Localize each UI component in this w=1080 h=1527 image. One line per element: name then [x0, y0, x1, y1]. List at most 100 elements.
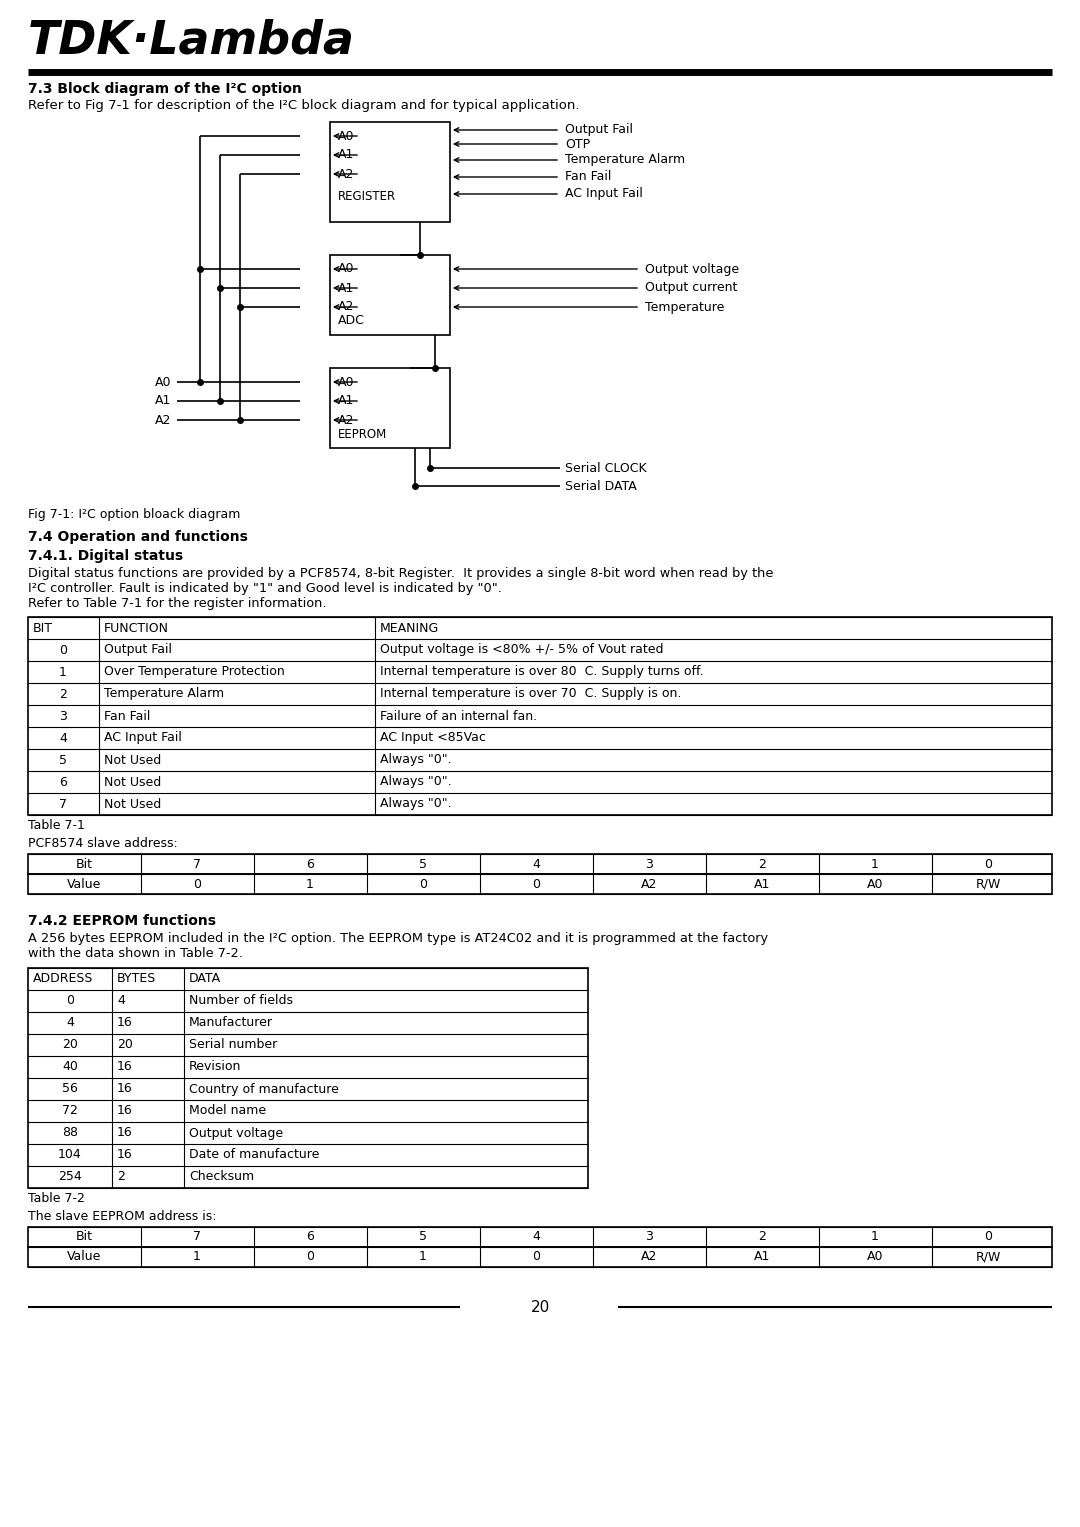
Text: 56: 56: [62, 1083, 78, 1095]
Text: REGISTER: REGISTER: [338, 189, 396, 203]
Text: 4: 4: [66, 1017, 73, 1029]
Text: Serial number: Serial number: [189, 1038, 278, 1052]
Text: 1: 1: [872, 858, 879, 870]
Text: A0: A0: [338, 376, 354, 388]
Text: A 256 bytes EEPROM included in the I²C option. The EEPROM type is AT24C02 and it: A 256 bytes EEPROM included in the I²C o…: [28, 931, 768, 945]
Text: 0: 0: [419, 878, 427, 890]
Text: A2: A2: [338, 414, 354, 426]
Bar: [28, 617, 1052, 815]
Text: with the data shown in Table 7-2.: with the data shown in Table 7-2.: [28, 947, 243, 960]
Text: 254: 254: [58, 1171, 82, 1183]
Text: Value: Value: [67, 1251, 102, 1263]
Text: 16: 16: [117, 1148, 133, 1162]
Text: 7.4.2 EEPROM functions: 7.4.2 EEPROM functions: [28, 915, 216, 928]
Text: 4: 4: [532, 1231, 540, 1243]
Text: Fig 7-1: I²C option bloack diagram: Fig 7-1: I²C option bloack diagram: [28, 508, 241, 521]
Text: PCF8574 slave address:: PCF8574 slave address:: [28, 837, 178, 851]
Text: Temperature Alarm: Temperature Alarm: [565, 154, 685, 166]
Text: 4: 4: [59, 731, 67, 745]
Text: 16: 16: [117, 1127, 133, 1139]
Text: 40: 40: [62, 1060, 78, 1073]
Text: 16: 16: [117, 1017, 133, 1029]
Text: Value: Value: [67, 878, 102, 890]
Text: Output voltage: Output voltage: [189, 1127, 283, 1139]
Text: 4: 4: [117, 994, 125, 1008]
Text: Always "0".: Always "0".: [380, 776, 451, 788]
Text: A2: A2: [640, 878, 658, 890]
Text: Always "0".: Always "0".: [380, 753, 451, 767]
Text: The slave EEPROM address is:: The slave EEPROM address is:: [28, 1209, 216, 1223]
Text: 20: 20: [530, 1299, 550, 1315]
Text: AC Input Fail: AC Input Fail: [104, 731, 181, 745]
Text: 104: 104: [58, 1148, 82, 1162]
Text: I²C controller. Fault is indicated by "1" and Good level is indicated by "0".: I²C controller. Fault is indicated by "1…: [28, 582, 502, 596]
Text: Bit: Bit: [76, 1231, 93, 1243]
Text: 7.4.1. Digital status: 7.4.1. Digital status: [28, 550, 184, 563]
Text: Refer to Table 7-1 for the register information.: Refer to Table 7-1 for the register info…: [28, 597, 326, 609]
Text: 5: 5: [419, 1231, 427, 1243]
Text: 0: 0: [532, 1251, 540, 1263]
Text: 6: 6: [306, 1231, 314, 1243]
Text: Digital status functions are provided by a PCF8574, 8-bit Register.  It provides: Digital status functions are provided by…: [28, 567, 773, 580]
Text: A2: A2: [338, 168, 354, 180]
Text: Always "0".: Always "0".: [380, 797, 451, 811]
Text: MEANING: MEANING: [380, 621, 440, 635]
Text: Output Fail: Output Fail: [565, 124, 633, 136]
Text: A1: A1: [156, 394, 172, 408]
Text: Internal temperature is over 80  C. Supply turns off.: Internal temperature is over 80 C. Suppl…: [380, 666, 704, 678]
Text: Table 7-2: Table 7-2: [28, 1193, 85, 1205]
Text: 20: 20: [117, 1038, 133, 1052]
Text: Failure of an internal fan.: Failure of an internal fan.: [380, 710, 537, 722]
Text: 2: 2: [758, 1231, 766, 1243]
Text: 88: 88: [62, 1127, 78, 1139]
Text: Serial DATA: Serial DATA: [565, 479, 637, 493]
Text: 0: 0: [193, 878, 201, 890]
Text: Refer to Fig 7-1 for description of the I²C block diagram and for typical applic: Refer to Fig 7-1 for description of the …: [28, 99, 580, 111]
Text: A0: A0: [338, 130, 354, 142]
Text: AC Input Fail: AC Input Fail: [565, 188, 643, 200]
Text: R/W: R/W: [975, 1251, 1001, 1263]
Text: A0: A0: [867, 1251, 883, 1263]
Text: 7: 7: [193, 1231, 201, 1243]
Text: 3: 3: [645, 1231, 653, 1243]
Bar: [28, 1248, 1052, 1267]
Text: 20: 20: [62, 1038, 78, 1052]
Text: A2: A2: [640, 1251, 658, 1263]
Bar: [330, 368, 450, 447]
Text: 0: 0: [306, 1251, 314, 1263]
Text: AC Input <85Vac: AC Input <85Vac: [380, 731, 486, 745]
Text: Output voltage is <80% +/- 5% of Vout rated: Output voltage is <80% +/- 5% of Vout ra…: [380, 643, 663, 657]
Text: 1: 1: [419, 1251, 427, 1263]
Text: 7.4 Operation and functions: 7.4 Operation and functions: [28, 530, 248, 544]
Text: A0: A0: [867, 878, 883, 890]
Text: 7.3 Block diagram of the I²C option: 7.3 Block diagram of the I²C option: [28, 82, 302, 96]
Text: Model name: Model name: [189, 1104, 266, 1118]
Text: 1: 1: [306, 878, 314, 890]
Text: 16: 16: [117, 1083, 133, 1095]
Text: 3: 3: [645, 858, 653, 870]
Text: 7: 7: [59, 797, 67, 811]
Text: 6: 6: [59, 776, 67, 788]
Text: DATA: DATA: [189, 973, 221, 985]
Text: 0: 0: [66, 994, 75, 1008]
Text: 0: 0: [532, 878, 540, 890]
Text: 2: 2: [117, 1171, 125, 1183]
Text: Date of manufacture: Date of manufacture: [189, 1148, 320, 1162]
Text: 5: 5: [419, 858, 427, 870]
Text: 16: 16: [117, 1104, 133, 1118]
Text: A0: A0: [338, 263, 354, 275]
Text: A2: A2: [338, 301, 354, 313]
Text: Bit: Bit: [76, 858, 93, 870]
Bar: [330, 122, 450, 221]
Text: Table 7-1: Table 7-1: [28, 818, 85, 832]
Text: A2: A2: [156, 414, 172, 426]
Text: Output current: Output current: [645, 281, 738, 295]
Text: A1: A1: [754, 878, 770, 890]
Text: Not Used: Not Used: [104, 776, 161, 788]
Text: OTP: OTP: [565, 137, 590, 151]
Text: R/W: R/W: [975, 878, 1001, 890]
Text: Checksum: Checksum: [189, 1171, 254, 1183]
Text: 7: 7: [193, 858, 201, 870]
Text: 0: 0: [984, 1231, 993, 1243]
Text: Temperature Alarm: Temperature Alarm: [104, 687, 225, 701]
